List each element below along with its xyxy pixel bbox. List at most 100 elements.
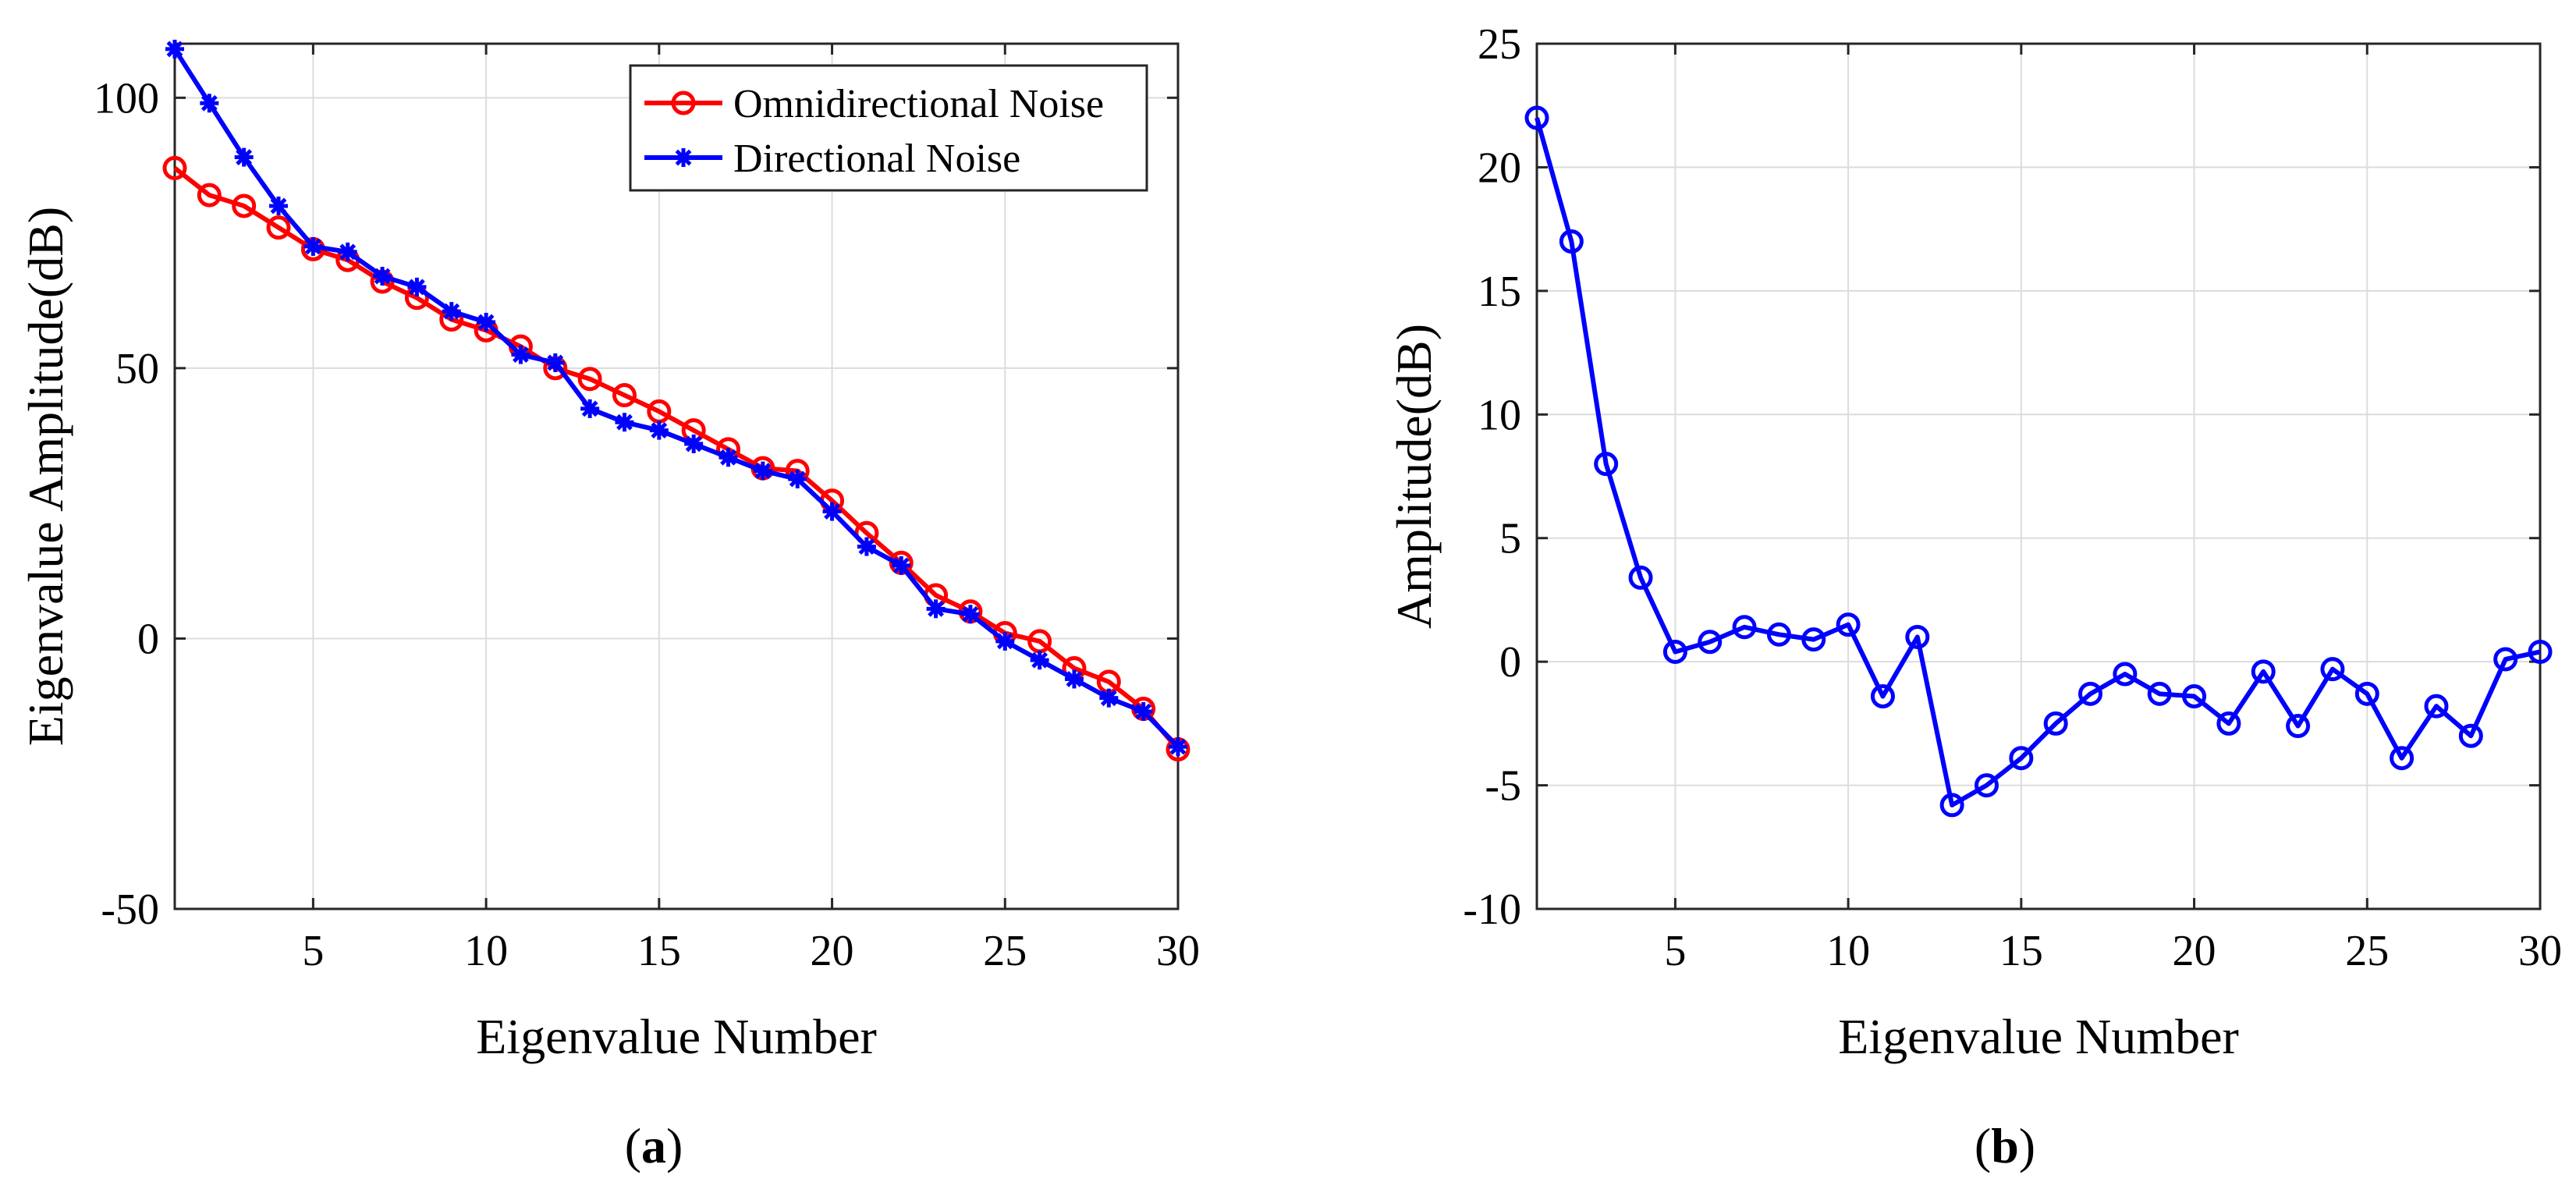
data-point-s1-27 [2424,694,2449,719]
y-tick-label: 50 [115,345,159,393]
data-point-s1-30 [2528,639,2553,664]
plot-area [1537,44,2540,909]
data-point-s1-15 [2009,746,2034,771]
x-tick-label: 25 [2345,927,2389,975]
data-point-s2-1 [165,39,184,59]
data-point-s2-16 [684,434,704,453]
data-point-s1-6 [1698,630,1723,655]
y-axis-label: Eigenvalue Amplitude(dB) [18,207,73,746]
data-point-s2-21 [857,537,876,556]
y-tick-label: -50 [101,886,159,934]
data-point-s2-23 [926,599,946,619]
data-point-s1-23 [2286,714,2311,739]
data-point-s1-5 [1662,639,1687,664]
x-tick-label: 10 [464,927,508,975]
data-point-s2-28 [1099,688,1119,708]
data-point-s1-3 [1594,452,1619,477]
data-point-s1-2 [1559,229,1584,254]
data-point-s1-19 [2147,681,2172,706]
data-point-s2-7 [373,267,392,286]
data-point-s1-2 [197,183,222,208]
data-point-s1-1 [1524,105,1549,130]
data-point-s1-3 [232,193,257,218]
x-axis-label: Eigenvalue Number [1838,1009,2239,1064]
x-axis-label: Eigenvalue Number [476,1009,877,1064]
data-point-s1-24 [2320,657,2345,682]
data-point-s2-19 [788,469,807,488]
y-tick-label: 15 [1478,268,1521,316]
y-tick-label: 20 [1478,144,1521,192]
data-point-s1-10 [1836,612,1861,637]
chart-panel-a: 5 10 15 20 25 30 -50 0 50 100 Eigenvalue Number Eig… [18,39,1200,1173]
data-point-s1-22 [2251,659,2276,684]
x-tick-label: 15 [637,927,681,975]
data-point-s1-11 [1870,684,1895,709]
data-point-s2-5 [303,236,323,256]
data-point-s2-4 [269,196,289,215]
data-point-s1-1 [162,155,187,180]
data-point-s2-11 [511,345,530,364]
y-tick-label: 25 [1478,20,1521,69]
legend-marker-2 [674,148,693,167]
data-point-s2-6 [338,242,357,261]
data-point-s1-29 [2493,647,2518,672]
data-point-s2-10 [477,312,496,332]
legend-label-2: Directional Noise [733,137,1020,181]
data-point-s2-26 [1030,651,1049,670]
data-point-s2-12 [545,353,565,372]
data-point-s2-27 [1064,669,1084,689]
caption-open-paren: ( [1975,1118,1991,1173]
chart-panel-b: 5 10 15 20 25 30 -10 -5 0 5 10 15 20 25 Eigenvalue Num… [1386,20,2562,1173]
data-point-s1-16 [2043,711,2068,736]
data-point-s1-14 [612,383,637,408]
x-tick-label: 15 [1999,927,2043,975]
legend-label-1: Omnidirectional Noise [733,82,1104,126]
y-tick-label: 5 [1499,515,1521,563]
data-point-s1-18 [2113,662,2138,687]
data-point-s1-8 [1766,622,1791,647]
data-point-s2-2 [200,94,219,113]
data-point-s1-28 [2458,723,2483,748]
data-point-s1-26 [2390,746,2415,771]
panel-caption: (a) [625,1118,683,1173]
y-tick-label: 0 [137,615,159,663]
x-tick-label: 30 [2518,927,2562,975]
y-axis-label: Amplitude(dB) [1386,324,1442,629]
panel-caption: (b) [1975,1118,2035,1173]
data-point-s1-13 [577,367,602,392]
data-point-s2-3 [234,147,254,167]
data-point-s2-14 [615,413,634,432]
y-tick-label: -5 [1485,762,1521,811]
x-tick-label: 20 [811,927,854,975]
legend: Omnidirectional Noise Directional Noise [629,64,1148,192]
caption-open-paren: ( [625,1118,641,1173]
data-point-s2-8 [407,277,427,296]
x-tick-label: 5 [302,927,324,975]
data-point-s2-17 [719,448,738,467]
data-point-s2-18 [753,461,772,481]
legend-marker-1 [671,91,696,115]
caption-close-paren: ) [666,1118,683,1173]
data-point-s2-9 [442,302,461,321]
x-tick-label: 10 [1826,927,1870,975]
data-point-s1-14 [1974,773,1999,798]
data-point-s1-4 [1628,565,1653,590]
data-point-s2-29 [1134,702,1153,722]
data-point-s2-30 [1169,737,1187,757]
data-point-s1-20 [2182,684,2207,709]
y-tick-label: -10 [1463,886,1521,934]
data-point-s1-13 [1939,793,1964,818]
data-point-s1-17 [2078,681,2103,706]
y-tick-label: 0 [1499,638,1521,687]
axes-frame [1535,42,2542,910]
caption-close-paren: ) [2019,1118,2035,1173]
data-point-s1-21 [2216,711,2241,736]
data-point-s1-9 [1801,627,1826,652]
caption-letter: a [641,1118,666,1173]
axes-frame [173,42,1180,910]
x-tick-label: 25 [983,927,1027,975]
legend-box [629,64,1148,192]
series-line-1 [1535,117,2541,807]
x-tick-label: 5 [1664,927,1686,975]
